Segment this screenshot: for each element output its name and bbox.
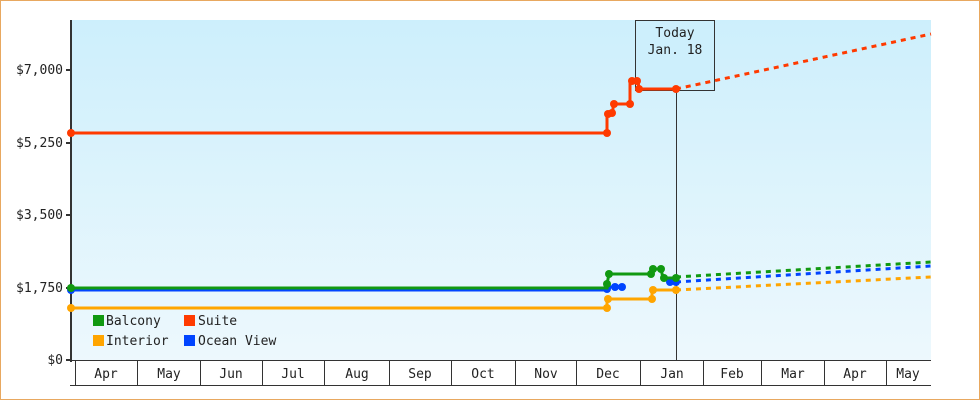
- x-tick-labels: Apr May Jun Jul Aug Sep Oct Nov Dec Jan …: [94, 367, 920, 382]
- x-axis: [70, 360, 931, 386]
- y-ticks: $7,000 $5,250 $3,500 $1,750 $0: [16, 63, 71, 368]
- ocean-view-swatch-icon: [184, 335, 195, 346]
- y-tick-7000: $7,000: [16, 63, 63, 78]
- legend-label-interior: Interior: [106, 334, 169, 349]
- today-callout: [635, 20, 715, 91]
- legend-item-ocean-view[interactable]: Ocean View: [184, 334, 276, 349]
- series-suite: [67, 32, 932, 137]
- legend: Balcony Suite Interior Ocean View: [93, 314, 276, 349]
- x-tick-mar: Mar: [781, 367, 805, 382]
- x-tick-aug: Aug: [345, 367, 368, 382]
- today-label: Today: [655, 26, 694, 41]
- y-tick-1750: $1,750: [16, 281, 63, 296]
- x-tick-nov: Nov: [534, 367, 558, 382]
- x-tick-sep: Sep: [408, 367, 432, 382]
- today-date: Jan. 18: [648, 43, 703, 58]
- series-balcony: [67, 260, 932, 292]
- y-tick-3500: $3,500: [16, 208, 63, 223]
- legend-item-interior[interactable]: Interior: [93, 334, 169, 349]
- x-tick-apr: Apr: [94, 367, 118, 382]
- x-tick-dec: Dec: [596, 367, 619, 382]
- legend-item-suite[interactable]: Suite: [184, 314, 237, 329]
- x-tick-oct: Oct: [471, 367, 494, 382]
- x-tick-may: May: [157, 367, 181, 382]
- legend-label-balcony: Balcony: [106, 314, 161, 329]
- legend-label-suite: Suite: [198, 314, 237, 329]
- x-tick-apr-2: Apr: [843, 367, 867, 382]
- plot-area: [71, 20, 931, 360]
- x-tick-may-2: May: [896, 367, 920, 382]
- legend-label-ocean-view: Ocean View: [198, 334, 276, 349]
- suite-swatch-icon: [184, 315, 195, 326]
- y-tick-0: $0: [47, 353, 63, 368]
- balcony-swatch-icon: [93, 315, 104, 326]
- interior-swatch-icon: [93, 335, 104, 346]
- x-tick-jun: Jun: [219, 367, 242, 382]
- x-tick-jan: Jan: [660, 367, 683, 382]
- y-tick-5250: $5,250: [16, 136, 63, 151]
- series-interior: [67, 275, 932, 312]
- x-tick-feb: Feb: [720, 367, 744, 382]
- legend-item-balcony[interactable]: Balcony: [93, 314, 161, 329]
- x-tick-jul: Jul: [281, 367, 304, 382]
